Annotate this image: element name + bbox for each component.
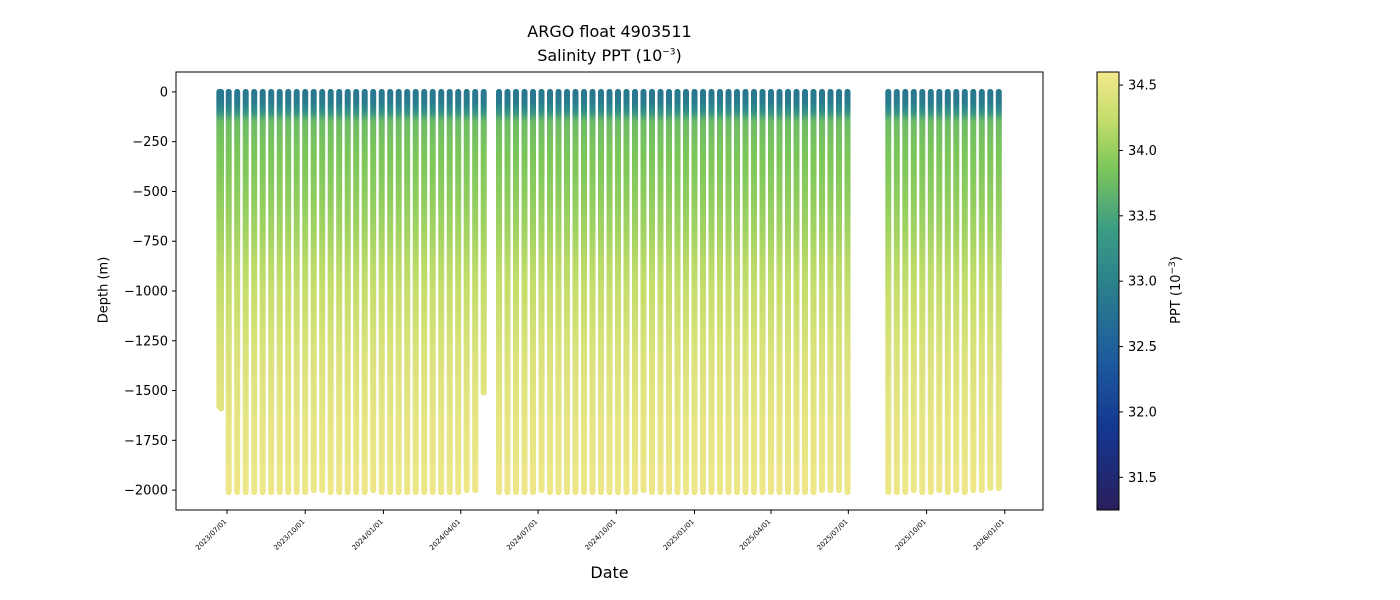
- y-tick-label: −500: [132, 185, 168, 200]
- colorbar-tick-label: 34.0: [1128, 144, 1157, 159]
- colorbar-tick-label: 32.0: [1128, 405, 1157, 420]
- y-tick-label: −1250: [124, 334, 168, 349]
- x-tick-label: 2025/07/01: [816, 518, 850, 552]
- x-tick-label: 2025/04/01: [738, 518, 772, 552]
- colorbar: [1096, 71, 1120, 511]
- x-axis-label: Date: [590, 563, 629, 582]
- subtitle-suffix: ): [675, 46, 682, 65]
- y-axis: 0 −250 −500 −750 −1000 −1250 −1500 −1750 −2000: [124, 85, 176, 499]
- subtitle-text: Salinity PPT (10: [537, 46, 663, 65]
- colorbar-tick-label: 33.5: [1128, 209, 1157, 224]
- y-tick-label: −1750: [124, 434, 168, 449]
- x-tick-label: 2025/01/01: [662, 518, 696, 552]
- y-tick-label: −250: [132, 135, 168, 150]
- colorbar-label: PPT (10−3): [1168, 256, 1184, 324]
- colorbar-label-exponent: −3: [1167, 261, 1178, 275]
- x-axis: 2023/07/01 2023/10/01 2024/01/01 2024/04/01…: [194, 510, 1006, 552]
- x-tick-label: 2023/10/01: [272, 518, 306, 552]
- colorbar-tick-label: 33.0: [1128, 275, 1157, 290]
- y-axis-label: Depth (m): [96, 256, 112, 324]
- colorbar-label-text: PPT (10: [1169, 274, 1185, 324]
- y-tick-label: −1000: [124, 285, 168, 300]
- x-tick-label: 2026/01/01: [972, 518, 1006, 552]
- x-tick-label: 2025/10/01: [894, 518, 928, 552]
- profiles-layer: [216, 88, 1002, 496]
- y-tick-label: −750: [132, 235, 168, 250]
- x-tick-label: 2024/04/01: [428, 518, 462, 552]
- chart-subtitle: Salinity PPT (10−3): [176, 46, 1043, 65]
- chart-title: ARGO float 4903511: [527, 22, 692, 41]
- subtitle-exponent: −3: [662, 47, 676, 58]
- x-tick-label: 2024/10/01: [584, 518, 618, 552]
- x-tick-label: 2024/01/01: [351, 518, 385, 552]
- colorbar-label-suffix: ): [1169, 256, 1185, 262]
- y-tick-label: 0: [160, 85, 168, 100]
- x-tick-label: 2024/07/01: [505, 518, 539, 552]
- y-tick-label: −2000: [124, 484, 168, 499]
- colorbar-tick-label: 31.5: [1128, 471, 1157, 486]
- colorbar-tick-label: 32.5: [1128, 340, 1157, 355]
- x-tick-label: 2023/07/01: [194, 518, 228, 552]
- y-tick-label: −1500: [124, 384, 168, 399]
- colorbar-axis: 31.5 32.0 32.5 33.0 33.5 34.0 34.5: [1119, 79, 1157, 486]
- colorbar-tick-label: 34.5: [1128, 79, 1157, 94]
